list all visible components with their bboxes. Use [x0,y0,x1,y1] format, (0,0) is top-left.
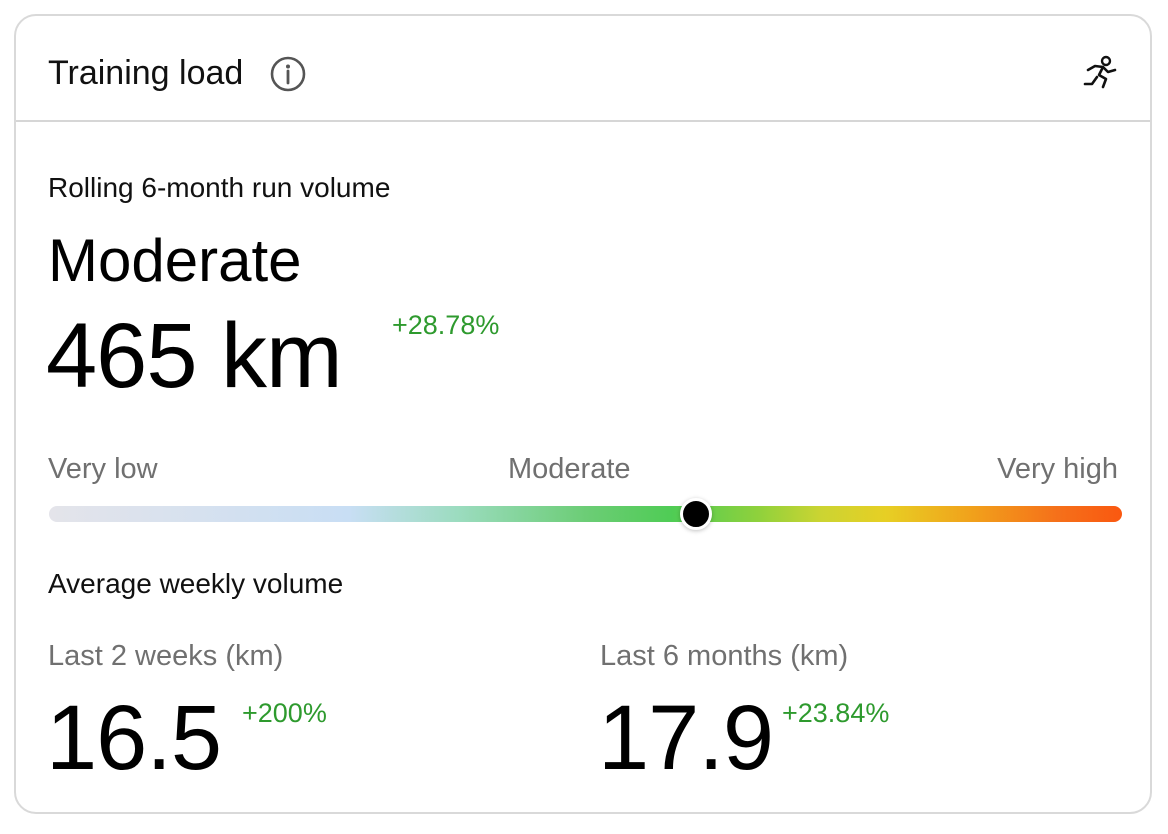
last-2-weeks-label: Last 2 weeks (km) [48,640,284,672]
last-2-weeks-change: +200% [242,698,327,728]
rolling-volume-change: +28.78% [392,310,500,340]
card-header: Training load [16,16,1150,122]
scale-mid-label: Moderate [508,453,631,485]
info-circle-icon[interactable] [270,56,306,92]
scale-high-label: Very high [997,453,1118,485]
scale-low-label: Very low [48,453,158,485]
last-6-months-change: +23.84% [782,698,890,728]
card-title: Training load [48,54,244,92]
running-person-icon [1083,55,1117,89]
training-load-card: Training load Rolling 6-month run volume… [14,14,1152,814]
rolling-volume-value: 465 km [46,305,343,407]
volume-level: Moderate [48,227,302,294]
rolling-volume-label: Rolling 6-month run volume [48,172,391,203]
last-2-weeks-value: 16.5 [46,687,222,789]
last-6-months-value: 17.9 [598,687,774,789]
weekly-volume-label: Average weekly volume [48,568,344,599]
last-6-months-label: Last 6 months (km) [600,640,849,672]
volume-scale-marker [679,498,712,530]
volume-scale-bar [49,506,1122,522]
